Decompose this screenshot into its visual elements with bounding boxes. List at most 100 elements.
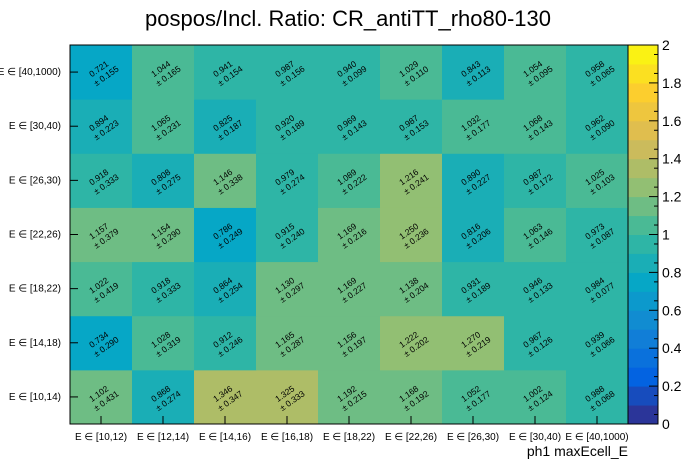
heatmap-cell <box>70 99 133 154</box>
colorbar-band <box>628 253 658 273</box>
heatmap-cell <box>132 99 195 154</box>
colorbar-band <box>628 291 658 311</box>
heatmap-cell <box>442 45 505 100</box>
x-axis-label: ph1 maxEcell_E <box>527 443 628 459</box>
y-tick-label: E ∈ [10,14) <box>9 392 61 403</box>
heatmap-cell <box>256 261 319 317</box>
colorbar-tick-label: 0.6 <box>662 302 682 318</box>
heatmap-cell <box>318 99 381 154</box>
heatmap-cell <box>504 153 567 208</box>
heatmap-cell <box>194 315 257 371</box>
heatmap-cell <box>380 99 443 154</box>
heatmap-cell <box>380 261 443 317</box>
y-tick-label: E ∈ [26,30) <box>9 175 61 186</box>
heatmap-cell <box>504 315 567 371</box>
heatmap-cell <box>318 207 381 263</box>
colorbar-band <box>628 405 658 425</box>
heatmap-cell <box>256 207 319 263</box>
heatmap-cell <box>318 153 381 208</box>
colorbar-tick-label: 1.8 <box>662 75 682 91</box>
colorbar-band <box>628 367 658 387</box>
heatmap-cell <box>318 369 381 425</box>
heatmap-cell <box>132 45 195 100</box>
heatmap-cell <box>380 315 443 371</box>
heatmap-cell <box>566 45 629 100</box>
colorbar-band <box>628 215 658 235</box>
heatmap-cell <box>70 315 133 371</box>
x-tick-label: E ∈ [12,14) <box>137 432 189 443</box>
heatmap-cell <box>132 369 195 425</box>
heatmap-cell <box>566 261 629 317</box>
heatmap-cell <box>194 207 257 263</box>
colorbar-band <box>628 82 658 103</box>
heatmap-cell <box>132 207 195 263</box>
heatmap-cell <box>318 315 381 371</box>
y-axis: E ∈ [10,14) E ∈ [14,18) E ∈ [18,22) E ∈ [22… <box>0 67 78 403</box>
heatmap-cell <box>256 99 319 154</box>
colorbar-tick-label: 0.8 <box>662 264 682 280</box>
heatmap-cell <box>442 207 505 263</box>
heatmap-cell <box>380 207 443 263</box>
colorbar-tick-label: 0 <box>662 416 670 432</box>
heatmap-cell <box>132 315 195 371</box>
heatmap-cell <box>504 207 567 263</box>
colorbar-tick-label: 1 <box>662 227 670 243</box>
y-tick-label: E ∈ [40,1000) <box>0 67 61 78</box>
cell-value-label: 0.988± 0.068 <box>582 380 617 413</box>
chart-title: pospos/Incl. Ratio: CR_antiTT_rho80-130 <box>145 6 551 31</box>
heatmap-cell <box>70 45 133 100</box>
heatmap-cell <box>504 45 567 100</box>
y-tick-label: E ∈ [30,40) <box>9 121 61 132</box>
colorbar-band <box>628 310 658 330</box>
heatmap-cell <box>566 153 629 208</box>
colorbar-band <box>628 101 658 122</box>
colorbar-tick-label: 1.4 <box>662 151 682 167</box>
y-tick-label: E ∈ [14,18) <box>9 338 61 349</box>
colorbar-tick-label: 1.2 <box>662 189 682 205</box>
heatmap-cell <box>442 261 505 317</box>
colorbar-tick-label: 2 <box>662 37 670 53</box>
heatmap-cell <box>70 369 133 425</box>
heatmap-cell <box>504 261 567 317</box>
colorbar-band <box>628 177 658 198</box>
heatmap-cell <box>504 99 567 154</box>
heatmap-cell <box>380 45 443 100</box>
x-tick-label: E ∈ [22,26) <box>385 432 437 443</box>
heatmap-cell <box>70 153 133 208</box>
heatmap-cell <box>504 369 567 425</box>
heatmap-cell <box>194 99 257 154</box>
heatmap-cell <box>194 45 257 100</box>
colorbar-band <box>628 329 658 349</box>
heatmap-cell <box>442 99 505 154</box>
y-tick-label: E ∈ [18,22) <box>9 284 61 295</box>
x-tick-label: E ∈ [40,1000) <box>565 432 628 443</box>
heatmap-cell <box>566 207 629 263</box>
heatmap-cell <box>318 261 381 317</box>
heatmap-cell <box>256 45 319 100</box>
heatmap-cell <box>566 369 629 425</box>
colorbar-band <box>628 272 658 292</box>
heatmap-cell <box>566 315 629 371</box>
heatmap-cell <box>566 99 629 154</box>
colorbar-band <box>628 63 658 84</box>
heatmap-cell <box>194 369 257 425</box>
heatmap-cell <box>318 45 381 100</box>
heatmap-cell <box>442 315 505 371</box>
heatmap-cell <box>70 261 133 317</box>
heatmap-cell <box>132 153 195 208</box>
heatmap-cell <box>256 369 319 425</box>
colorbar-band <box>628 158 658 179</box>
heatmap-cells <box>70 45 629 425</box>
colorbar-band <box>628 348 658 368</box>
heatmap-cell <box>442 153 505 208</box>
colorbar-band <box>628 120 658 141</box>
colorbar: 0 0.2 0.4 0.6 0.8 1 1.2 1.4 1.6 1.8 2 <box>627 37 682 432</box>
heatmap-cell <box>442 369 505 425</box>
heatmap-cell <box>194 153 257 208</box>
x-tick-label: E ∈ [18,22) <box>323 432 375 443</box>
heatmap-cell <box>380 369 443 425</box>
colorbar-band <box>628 234 658 254</box>
x-tick-label: E ∈ [14,16) <box>199 432 251 443</box>
colorbar-band <box>628 196 658 217</box>
heatmap-cell <box>256 153 319 208</box>
